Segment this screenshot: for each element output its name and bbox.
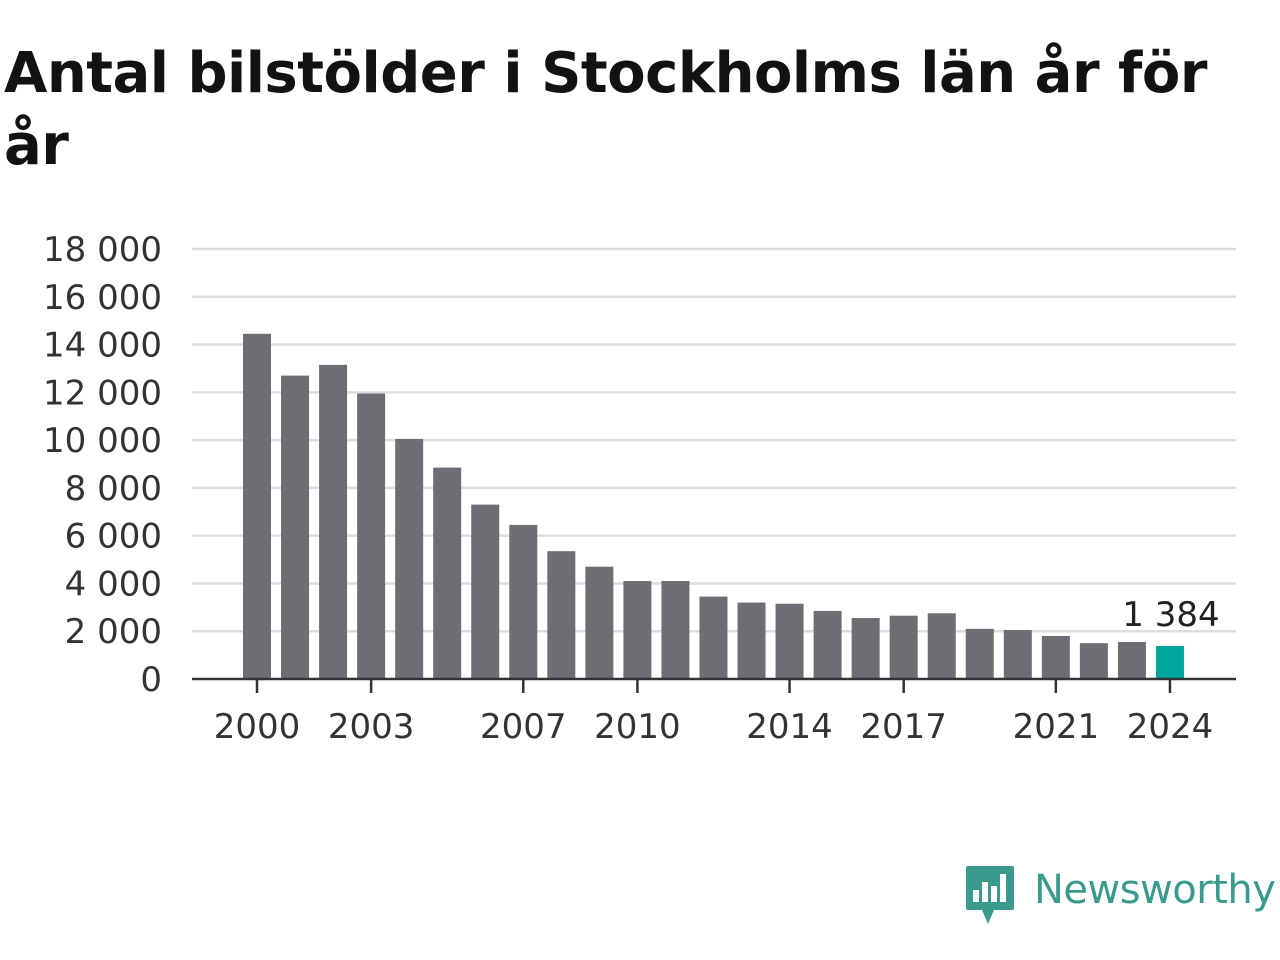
y-tick-label: 10 000: [43, 421, 162, 461]
y-tick-label: 4 000: [65, 564, 162, 604]
bar-2003: [357, 393, 386, 679]
x-tick-label: 2000: [214, 707, 301, 747]
y-tick-label: 12 000: [43, 373, 162, 413]
x-tick-label: 2017: [860, 707, 947, 747]
x-axis: 2000 2003 2007 2010 2014 2017 2021 2024: [192, 677, 1236, 747]
bar-2014: [775, 603, 804, 679]
y-tick-label: 2 000: [65, 612, 162, 652]
bar-2018: [927, 613, 956, 679]
bar-2013: [737, 602, 766, 679]
bar-2021: [1041, 636, 1070, 679]
x-tick-label: 2024: [1127, 707, 1214, 747]
bar-2006: [471, 504, 500, 679]
x-tick-label: 2014: [746, 707, 833, 747]
y-tick-label: 18 000: [43, 230, 162, 270]
bar-2010: [623, 581, 652, 679]
bar-2020: [1003, 630, 1032, 679]
brand-name: Newsworthy: [1034, 867, 1276, 913]
y-tick-label: 8 000: [65, 469, 162, 509]
bar-2017: [889, 615, 918, 679]
chart-title: Antal bilstölder i Stockholms län år för…: [4, 41, 1208, 178]
bar-2019: [965, 628, 994, 679]
bar-2015: [813, 610, 842, 679]
bar-2016: [851, 618, 880, 679]
bar-2004: [395, 438, 424, 679]
y-tick-label: 6 000: [65, 517, 162, 557]
bar-2009: [585, 566, 614, 679]
y-tick-label: 0: [140, 660, 162, 700]
x-tick-label: 2003: [328, 707, 415, 747]
bar-2001: [281, 375, 310, 679]
bar-2005: [433, 467, 462, 679]
y-tick-label: 16 000: [43, 278, 162, 318]
bars: [243, 333, 1184, 679]
bar-2011: [661, 581, 690, 679]
newsworthy-logo-icon: [966, 866, 1014, 924]
x-tick-label: 2021: [1013, 707, 1100, 747]
x-tick-label: 2007: [480, 707, 567, 747]
bar-value-label: 1 384: [1122, 595, 1219, 635]
bar-2012: [699, 596, 728, 679]
bar-2002: [319, 364, 348, 679]
bar-annotations: 1 384: [1122, 595, 1219, 635]
grid-lines: [192, 247, 1236, 633]
y-tick-label: 14 000: [43, 326, 162, 366]
bar-2022: [1079, 643, 1108, 679]
bar-2023: [1117, 641, 1146, 679]
brand-logo: Newsworthy: [964, 864, 1276, 926]
bar-2024: [1155, 645, 1184, 679]
y-axis-tick-labels: 0 2 000 4 000 6 000 8 000 10 000 12 000 14 000 1…: [43, 230, 162, 700]
bar-2008: [547, 551, 576, 679]
bar-2000: [243, 333, 271, 679]
bar-2007: [509, 524, 538, 679]
x-tick-label: 2010: [594, 707, 681, 747]
